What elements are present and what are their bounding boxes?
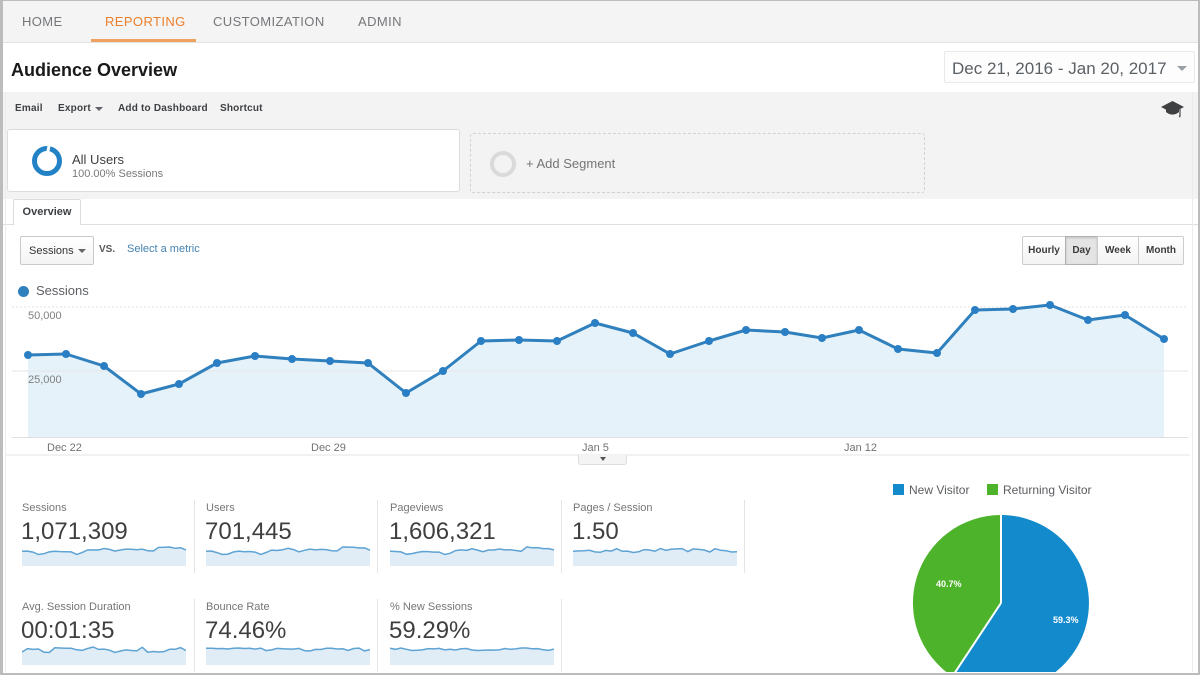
svg-text:40.7%: 40.7% bbox=[936, 579, 962, 589]
svg-text:59.3%: 59.3% bbox=[1053, 615, 1079, 625]
